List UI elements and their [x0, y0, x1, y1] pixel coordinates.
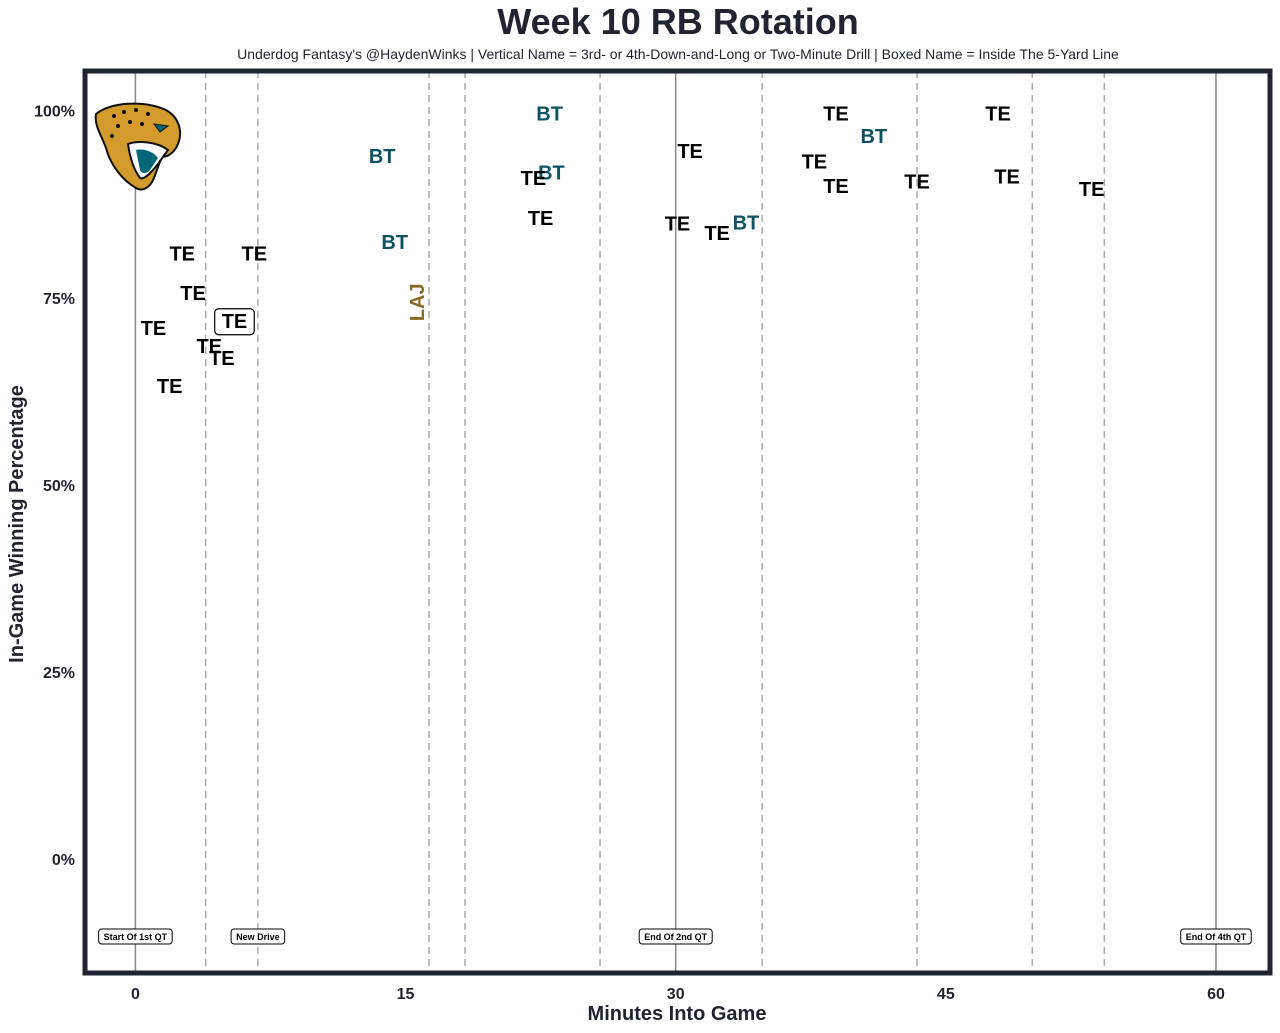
player-point-label: BT: [369, 146, 396, 168]
player-point-label: TE: [985, 103, 1011, 125]
player-point-label: TE: [994, 166, 1020, 188]
x-tick-label: 30: [667, 986, 685, 1003]
player-point-label: TE: [1079, 179, 1105, 201]
event-marker-box: [638, 928, 713, 945]
player-point-te: TE: [209, 348, 235, 370]
player-point-label: TE: [677, 141, 703, 163]
event-marker-box: [1180, 928, 1252, 945]
y-axis-label: In-Game Winning Percentage: [6, 385, 28, 663]
player-point-te: TE: [196, 336, 222, 358]
y-tick-label: 50%: [43, 478, 75, 495]
player-point-label: LAJ: [407, 283, 429, 321]
player-point-label: TE: [665, 213, 691, 235]
player-point-te: TE: [665, 213, 691, 235]
event-marker: End Of 2nd QT: [638, 928, 713, 945]
event-marker-label: New Drive: [236, 932, 280, 942]
player-point-label: TE: [141, 318, 167, 340]
player-point-label: TE: [904, 172, 930, 194]
event-marker: New Drive: [230, 928, 286, 945]
player-point-label: TE: [209, 348, 235, 370]
player-point-te: TE: [677, 141, 703, 163]
player-point-bt: BT: [860, 126, 887, 148]
player-point-label: TE: [180, 283, 206, 305]
player-point-te: TE: [823, 176, 849, 198]
player-point-bt: BT: [538, 163, 565, 185]
x-axis-ticks: 0 15 30 45 60: [131, 986, 1225, 1003]
inside-five-yard-box: [214, 308, 255, 336]
player-point-bt: BT: [369, 146, 396, 168]
player-point-te: TE: [802, 151, 828, 173]
player-point-te: TE: [242, 243, 268, 265]
player-point-bt: BT: [536, 103, 563, 125]
x-tick-label: 0: [131, 986, 140, 1003]
vertical-event-lines: [134, 71, 1217, 973]
player-point-te: TE: [141, 318, 167, 340]
player-point-label: TE: [242, 243, 268, 265]
player-point-te: TE: [528, 208, 554, 230]
player-point-label: BT: [733, 213, 760, 235]
chart-subtitle: Underdog Fantasy's @HaydenWinks | Vertic…: [237, 46, 1119, 62]
player-point-te: TE: [521, 168, 547, 190]
player-point-te: TE: [904, 172, 930, 194]
player-point-label: BT: [860, 126, 887, 148]
player-point-te: TE: [985, 103, 1011, 125]
y-tick-label: 0%: [52, 852, 75, 869]
player-point-te: TE: [169, 243, 195, 265]
y-tick-label: 25%: [43, 665, 75, 682]
player-point-laj: LAJ: [407, 283, 429, 321]
plot-frame: [82, 68, 1273, 976]
player-point-label: TE: [222, 311, 248, 333]
player-point-bt: BT: [733, 213, 760, 235]
y-tick-label: 75%: [43, 291, 75, 308]
player-point-label: TE: [823, 103, 849, 125]
player-point-label: TE: [802, 151, 828, 173]
jaguar-head-logo: [94, 102, 182, 191]
player-point-te: TE: [823, 103, 849, 125]
player-point-te: TE: [157, 376, 183, 398]
player-point-te: TE: [1079, 179, 1105, 201]
x-tick-label: 60: [1207, 986, 1225, 1003]
event-marker-box: [230, 928, 286, 945]
player-point-label: TE: [704, 223, 730, 245]
player-point-te: TE: [180, 283, 206, 305]
event-marker-box: [98, 928, 173, 945]
x-tick-label: 15: [397, 986, 415, 1003]
player-point-label: TE: [528, 208, 554, 230]
event-marker-label: End Of 4th QT: [1186, 932, 1247, 942]
chart-title: Week 10 RB Rotation: [497, 1, 859, 42]
player-point-bt: BT: [381, 232, 408, 254]
player-point-te: TE: [994, 166, 1020, 188]
player-point-label: TE: [521, 168, 547, 190]
y-tick-label: 100%: [34, 104, 75, 121]
event-marker: End Of 4th QT: [1180, 928, 1252, 945]
player-point-te: TE: [214, 308, 255, 336]
event-marker-label: Start Of 1st QT: [104, 932, 168, 942]
player-point-label: BT: [538, 163, 565, 185]
x-tick-label: 45: [937, 986, 955, 1003]
event-markers: Start Of 1st QT New Drive End Of 2nd QT End…: [98, 928, 1252, 945]
player-point-label: TE: [823, 176, 849, 198]
player-point-label: TE: [157, 376, 183, 398]
player-point-label: BT: [536, 103, 563, 125]
player-point-label: TE: [169, 243, 195, 265]
player-point-label: TE: [196, 336, 222, 358]
y-axis-ticks: 0% 25% 50% 75% 100%: [34, 104, 75, 870]
event-marker: Start Of 1st QT: [98, 928, 173, 945]
event-marker-label: End Of 2nd QT: [644, 932, 707, 942]
x-axis-label: Minutes Into Game: [588, 1003, 767, 1025]
player-point-te: TE: [704, 223, 730, 245]
player-point-label: BT: [381, 232, 408, 254]
